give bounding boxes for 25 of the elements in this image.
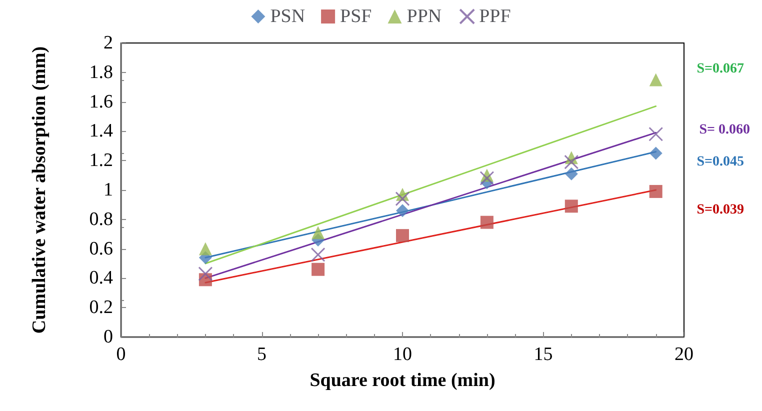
legend-label: PPF [479, 6, 511, 27]
x-tick-label: 5 [257, 344, 266, 365]
y-tick-label: 0 [104, 326, 113, 348]
legend-label: PSF [340, 6, 372, 27]
y-tick-label: 0.4 [89, 268, 114, 289]
x-axis-title: Square root time (min) [310, 370, 496, 391]
text: S=0.039 [696, 202, 744, 218]
x-tick-label: 15 [534, 344, 553, 365]
y-tick-label: 1.4 [89, 120, 114, 142]
y-tick-label: 2 [104, 32, 113, 54]
text: S=0.045 [696, 154, 744, 170]
y-tick-label: 0.2 [89, 297, 113, 318]
text: S=0.067 [696, 62, 744, 76]
x-tick-label: 10 [393, 344, 412, 365]
y-tick-label: 0.8 [89, 208, 113, 230]
legend-label: PPN [406, 6, 442, 27]
x-tick-label: 20 [674, 344, 694, 365]
legend-label: PSN [270, 6, 306, 27]
text: S= 0.060 [699, 122, 750, 138]
y-tick-label: 0.6 [89, 238, 113, 260]
y-tick-label: 1.6 [89, 91, 113, 112]
y-tick-label: 1 [104, 180, 113, 200]
y-tick-label: 1.2 [89, 150, 113, 172]
y-axis-title: Cumulative water absorption (mm) [29, 46, 50, 334]
y-tick-label: 1.8 [89, 62, 113, 83]
